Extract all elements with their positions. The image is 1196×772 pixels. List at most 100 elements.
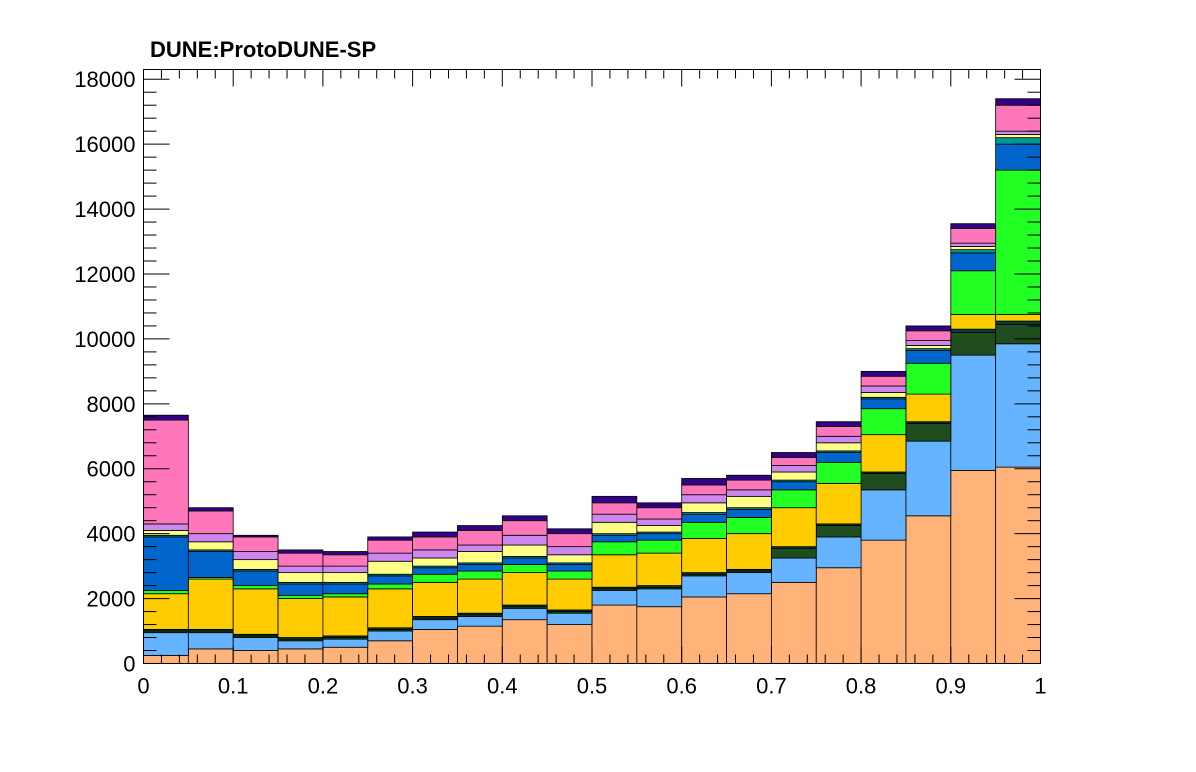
x-tick-label: 0.4 bbox=[487, 674, 518, 699]
y-tick-label: 14000 bbox=[74, 197, 135, 222]
chart-title: DUNE:ProtoDUNE-SP bbox=[150, 37, 376, 62]
bar-segment-0-12 bbox=[681, 596, 727, 664]
bar-segment-5-9 bbox=[546, 570, 593, 580]
x-tick-label: 0 bbox=[137, 674, 149, 699]
bar-segment-6-10 bbox=[591, 534, 638, 543]
bar-segment-5-0 bbox=[143, 590, 189, 595]
x-tick-label: 0.5 bbox=[577, 674, 608, 699]
x-tick-label: 0.6 bbox=[666, 674, 697, 699]
bar-segment-0-5 bbox=[367, 640, 413, 664]
bar-segment-8-9 bbox=[546, 554, 593, 564]
bar-segment-1-1 bbox=[187, 632, 234, 650]
bar-segment-4-11 bbox=[636, 552, 683, 586]
y-tick-label: 16000 bbox=[74, 132, 135, 157]
bar-segment-6-12 bbox=[681, 513, 727, 523]
bar-segment-11-16 bbox=[860, 370, 907, 377]
bar-segment-4-2 bbox=[232, 588, 279, 635]
bar-segment-10-16 bbox=[860, 375, 907, 387]
bar-segment-10-1 bbox=[187, 510, 234, 535]
bar-segment-0-9 bbox=[546, 624, 593, 664]
bar-segment-10-0 bbox=[143, 419, 189, 525]
bar-segment-1-12 bbox=[681, 575, 727, 598]
bar-segment-0-18 bbox=[950, 469, 997, 664]
bar-segment-1-7 bbox=[457, 616, 503, 627]
y-axis: 0 2000 4000 6000 8000 10000 12000 14000 16000 180… bbox=[74, 67, 1041, 677]
bar-segment-8-15 bbox=[815, 442, 862, 452]
bar-segment-10-12 bbox=[681, 484, 727, 496]
bar-segment-8-16 bbox=[860, 392, 907, 398]
bar-segment-10-7 bbox=[457, 530, 503, 546]
bar-segment-5-4 bbox=[322, 593, 369, 598]
bar-segment-9-11 bbox=[636, 518, 683, 526]
bar-segment-5-16 bbox=[860, 408, 907, 436]
bar-segment-8-18 bbox=[950, 246, 997, 251]
bar-segment-8-14 bbox=[771, 471, 817, 481]
bar-segment-8-8 bbox=[501, 544, 548, 557]
x-tick-label: 0.9 bbox=[936, 674, 967, 699]
bar-segment-11-3 bbox=[277, 549, 324, 554]
bar-segment-8-13 bbox=[726, 495, 772, 509]
y-tick-label: 18000 bbox=[74, 67, 135, 92]
bar-segment-4-9 bbox=[546, 578, 593, 611]
x-tick-label: 0.8 bbox=[846, 674, 877, 699]
bar-segment-0-2 bbox=[232, 650, 279, 664]
bar-segment-5-12 bbox=[681, 521, 727, 539]
bar-segment-8-11 bbox=[636, 525, 683, 533]
bar-segment-6-14 bbox=[771, 481, 817, 491]
bar-segment-4-12 bbox=[681, 538, 727, 574]
y-tick-label: 6000 bbox=[87, 457, 136, 482]
bar-segment-10-15 bbox=[815, 426, 862, 437]
bar-segment-3-19 bbox=[995, 320, 1041, 325]
bar-segment-1-11 bbox=[636, 588, 683, 608]
bar-segment-11-13 bbox=[726, 474, 772, 481]
bar-segment-1-2 bbox=[232, 637, 279, 651]
bar-segment-4-10 bbox=[591, 554, 638, 588]
bar-segment-8-4 bbox=[322, 572, 369, 583]
bar-segment-0-0 bbox=[143, 654, 189, 664]
bar-segment-4-17 bbox=[905, 393, 952, 423]
bar-segment-6-17 bbox=[905, 349, 952, 364]
bar-segment-11-6 bbox=[412, 531, 458, 538]
bar-segment-9-8 bbox=[501, 534, 548, 546]
x-tick-label: 0.2 bbox=[308, 674, 339, 699]
bar-segment-7-18 bbox=[950, 249, 997, 254]
bar-segment-11-1 bbox=[187, 507, 234, 512]
bar-segment-1-6 bbox=[412, 619, 458, 630]
bar-segment-9-13 bbox=[726, 489, 772, 497]
bar-segment-11-9 bbox=[546, 528, 593, 535]
bar-segment-11-2 bbox=[232, 534, 279, 538]
bar-segment-1-17 bbox=[905, 440, 952, 517]
bar-segment-10-17 bbox=[905, 330, 952, 341]
bar-segment-5-15 bbox=[815, 461, 862, 484]
bar-segment-0-10 bbox=[591, 604, 638, 664]
bar-segment-9-6 bbox=[412, 549, 458, 559]
bar-segment-11-15 bbox=[815, 421, 862, 427]
bar-segment-9-2 bbox=[232, 551, 279, 561]
bar-segment-1-18 bbox=[950, 354, 997, 471]
bar-segment-8-17 bbox=[905, 345, 952, 350]
bar-segment-11-19 bbox=[995, 98, 1041, 106]
bar-segment-4-3 bbox=[277, 598, 324, 638]
y-tick-label: 2000 bbox=[87, 587, 136, 612]
bar-segment-11-11 bbox=[636, 502, 683, 509]
bar-segment-6-11 bbox=[636, 533, 683, 541]
bar-segment-4-18 bbox=[950, 314, 997, 330]
bar-segment-6-8 bbox=[501, 557, 548, 565]
bar-segment-9-1 bbox=[187, 533, 234, 543]
bar-segment-9-10 bbox=[591, 513, 638, 523]
bar-segment-0-1 bbox=[187, 648, 234, 664]
bar-segment-8-0 bbox=[143, 530, 189, 536]
bar-segment-5-10 bbox=[591, 541, 638, 556]
bar-segment-2-19 bbox=[995, 323, 1041, 345]
bar-segment-8-19 bbox=[995, 134, 1041, 139]
bar-segment-11-18 bbox=[950, 223, 997, 229]
bar-segment-5-11 bbox=[636, 539, 683, 554]
bar-segment-0-11 bbox=[636, 606, 683, 664]
bar-segment-0-3 bbox=[277, 648, 324, 664]
bar-segment-9-7 bbox=[457, 544, 503, 552]
bar-segment-10-2 bbox=[232, 536, 279, 552]
bar-segment-9-16 bbox=[860, 385, 907, 393]
bar-segment-5-18 bbox=[950, 270, 997, 315]
bar-segment-8-2 bbox=[232, 559, 279, 570]
